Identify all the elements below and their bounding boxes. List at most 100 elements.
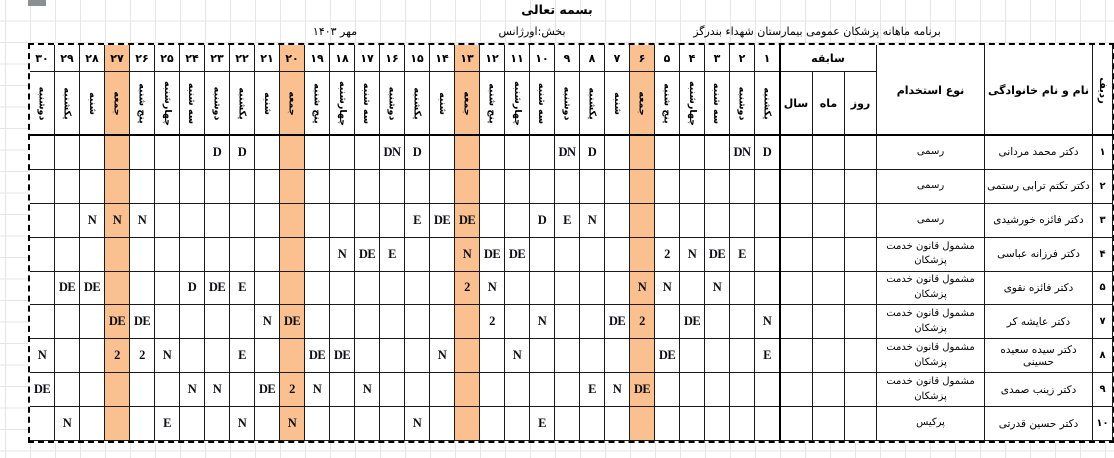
day-number-cell[interactable]: ۲۰ bbox=[280, 45, 305, 72]
doctor-name-cell[interactable]: دکتر فائزه نقوی bbox=[985, 271, 1093, 306]
shift-cell[interactable] bbox=[480, 373, 505, 408]
shift-cell[interactable] bbox=[605, 237, 630, 272]
shift-cell[interactable] bbox=[705, 136, 730, 170]
shift-cell[interactable] bbox=[530, 169, 555, 204]
shift-cell[interactable] bbox=[580, 169, 605, 204]
shift-cell[interactable] bbox=[655, 203, 680, 238]
shift-cell[interactable]: N bbox=[205, 373, 230, 408]
shift-cell[interactable] bbox=[105, 169, 130, 204]
shift-cell[interactable]: DE bbox=[455, 203, 480, 238]
shift-cell[interactable] bbox=[180, 169, 205, 204]
shift-cell[interactable] bbox=[355, 339, 380, 374]
doctor-name-cell[interactable]: دکتر محمد مردانی bbox=[985, 136, 1093, 170]
day-number-cell[interactable]: ۲۴ bbox=[180, 45, 205, 72]
history-value-cell[interactable] bbox=[813, 339, 845, 374]
day-number-cell[interactable]: ۲ bbox=[730, 45, 755, 72]
day-number-cell[interactable]: ۲۶ bbox=[130, 45, 155, 72]
history-value-cell[interactable] bbox=[813, 136, 845, 170]
shift-cell[interactable] bbox=[555, 305, 580, 340]
shift-cell[interactable] bbox=[155, 305, 180, 340]
history-value-cell[interactable] bbox=[780, 407, 813, 441]
shift-cell[interactable] bbox=[80, 305, 105, 340]
shift-cell[interactable] bbox=[55, 339, 80, 374]
day-number-cell[interactable]: ۳ bbox=[705, 45, 730, 72]
shift-cell[interactable] bbox=[680, 373, 705, 408]
shift-cell[interactable]: DN bbox=[555, 136, 580, 170]
shift-cell[interactable] bbox=[255, 136, 280, 170]
shift-cell[interactable] bbox=[705, 407, 730, 441]
shift-cell[interactable] bbox=[430, 136, 455, 170]
doctor-name-cell[interactable]: دکتر فائزه خورشیدی bbox=[985, 203, 1093, 238]
shift-cell[interactable]: N bbox=[680, 237, 705, 272]
program-label[interactable]: برنامه ماهانه پزشکان عمومی بیمارستان شهد… bbox=[693, 25, 941, 38]
shift-cell[interactable] bbox=[30, 203, 55, 238]
shift-cell[interactable]: E bbox=[730, 237, 755, 272]
day-name-cell[interactable]: یکشنبه bbox=[580, 72, 605, 136]
shift-cell[interactable] bbox=[330, 407, 355, 441]
shift-cell[interactable]: 2 bbox=[630, 305, 655, 340]
shift-cell[interactable] bbox=[480, 169, 505, 204]
shift-cell[interactable] bbox=[80, 136, 105, 170]
shift-cell[interactable] bbox=[205, 203, 230, 238]
day-number-cell[interactable]: ۲۹ bbox=[55, 45, 80, 72]
doctor-name-cell[interactable]: دکتر زینب صمدی bbox=[985, 373, 1093, 408]
row-number-header-cell[interactable]: ردیف bbox=[1093, 45, 1113, 136]
shift-cell[interactable] bbox=[30, 136, 55, 170]
shift-cell[interactable]: E bbox=[230, 271, 255, 306]
shift-cell[interactable] bbox=[255, 271, 280, 306]
shift-cell[interactable] bbox=[505, 305, 530, 340]
shift-cell[interactable] bbox=[230, 373, 255, 408]
day-number-cell[interactable]: ۱ bbox=[755, 45, 780, 72]
shift-cell[interactable]: E bbox=[530, 407, 555, 441]
shift-cell[interactable] bbox=[55, 169, 80, 204]
shift-cell[interactable]: DE bbox=[480, 237, 505, 272]
shift-cell[interactable] bbox=[555, 237, 580, 272]
shift-cell[interactable]: DE bbox=[655, 339, 680, 374]
shift-cell[interactable] bbox=[655, 407, 680, 441]
day-name-cell[interactable]: چهارشنبه bbox=[330, 72, 355, 136]
history-value-cell[interactable] bbox=[780, 271, 813, 306]
shift-cell[interactable] bbox=[580, 237, 605, 272]
shift-cell[interactable] bbox=[305, 271, 330, 306]
day-name-cell[interactable]: دوشنبه bbox=[380, 72, 405, 136]
shift-cell[interactable] bbox=[680, 136, 705, 170]
shift-cell[interactable] bbox=[180, 407, 205, 441]
shift-cell[interactable] bbox=[205, 305, 230, 340]
shift-cell[interactable] bbox=[730, 305, 755, 340]
shift-cell[interactable] bbox=[205, 169, 230, 204]
day-name-cell[interactable]: جمعه bbox=[630, 72, 655, 136]
shift-cell[interactable] bbox=[55, 136, 80, 170]
shift-cell[interactable]: DN bbox=[380, 136, 405, 170]
shift-cell[interactable] bbox=[655, 373, 680, 408]
shift-cell[interactable] bbox=[155, 136, 180, 170]
shift-cell[interactable]: 2 bbox=[105, 339, 130, 374]
shift-cell[interactable] bbox=[505, 169, 530, 204]
shift-cell[interactable]: D bbox=[755, 136, 780, 170]
shift-cell[interactable] bbox=[530, 271, 555, 306]
shift-cell[interactable]: DE bbox=[355, 237, 380, 272]
shift-cell[interactable] bbox=[405, 339, 430, 374]
shift-cell[interactable] bbox=[380, 305, 405, 340]
day-name-cell[interactable]: سه شنبه bbox=[180, 72, 205, 136]
shift-cell[interactable] bbox=[730, 339, 755, 374]
shift-cell[interactable] bbox=[455, 136, 480, 170]
employment-cell[interactable]: رسمی bbox=[877, 203, 985, 238]
shift-cell[interactable] bbox=[230, 169, 255, 204]
history-value-cell[interactable] bbox=[780, 169, 813, 204]
shift-cell[interactable] bbox=[605, 339, 630, 374]
shift-cell[interactable]: N bbox=[130, 203, 155, 238]
shift-cell[interactable] bbox=[605, 169, 630, 204]
shift-cell[interactable]: DE bbox=[30, 373, 55, 408]
shift-cell[interactable]: N bbox=[180, 373, 205, 408]
day-number-cell[interactable]: ۲۷ bbox=[105, 45, 130, 72]
shift-cell[interactable] bbox=[505, 373, 530, 408]
shift-cell[interactable]: N bbox=[580, 203, 605, 238]
shift-cell[interactable] bbox=[255, 407, 280, 441]
shift-cell[interactable] bbox=[130, 373, 155, 408]
shift-cell[interactable] bbox=[30, 305, 55, 340]
day-number-cell[interactable]: ۱۲ bbox=[480, 45, 505, 72]
shift-cell[interactable]: N bbox=[355, 373, 380, 408]
shift-cell[interactable] bbox=[580, 305, 605, 340]
day-number-cell[interactable]: ۴ bbox=[680, 45, 705, 72]
shift-cell[interactable]: D bbox=[180, 271, 205, 306]
